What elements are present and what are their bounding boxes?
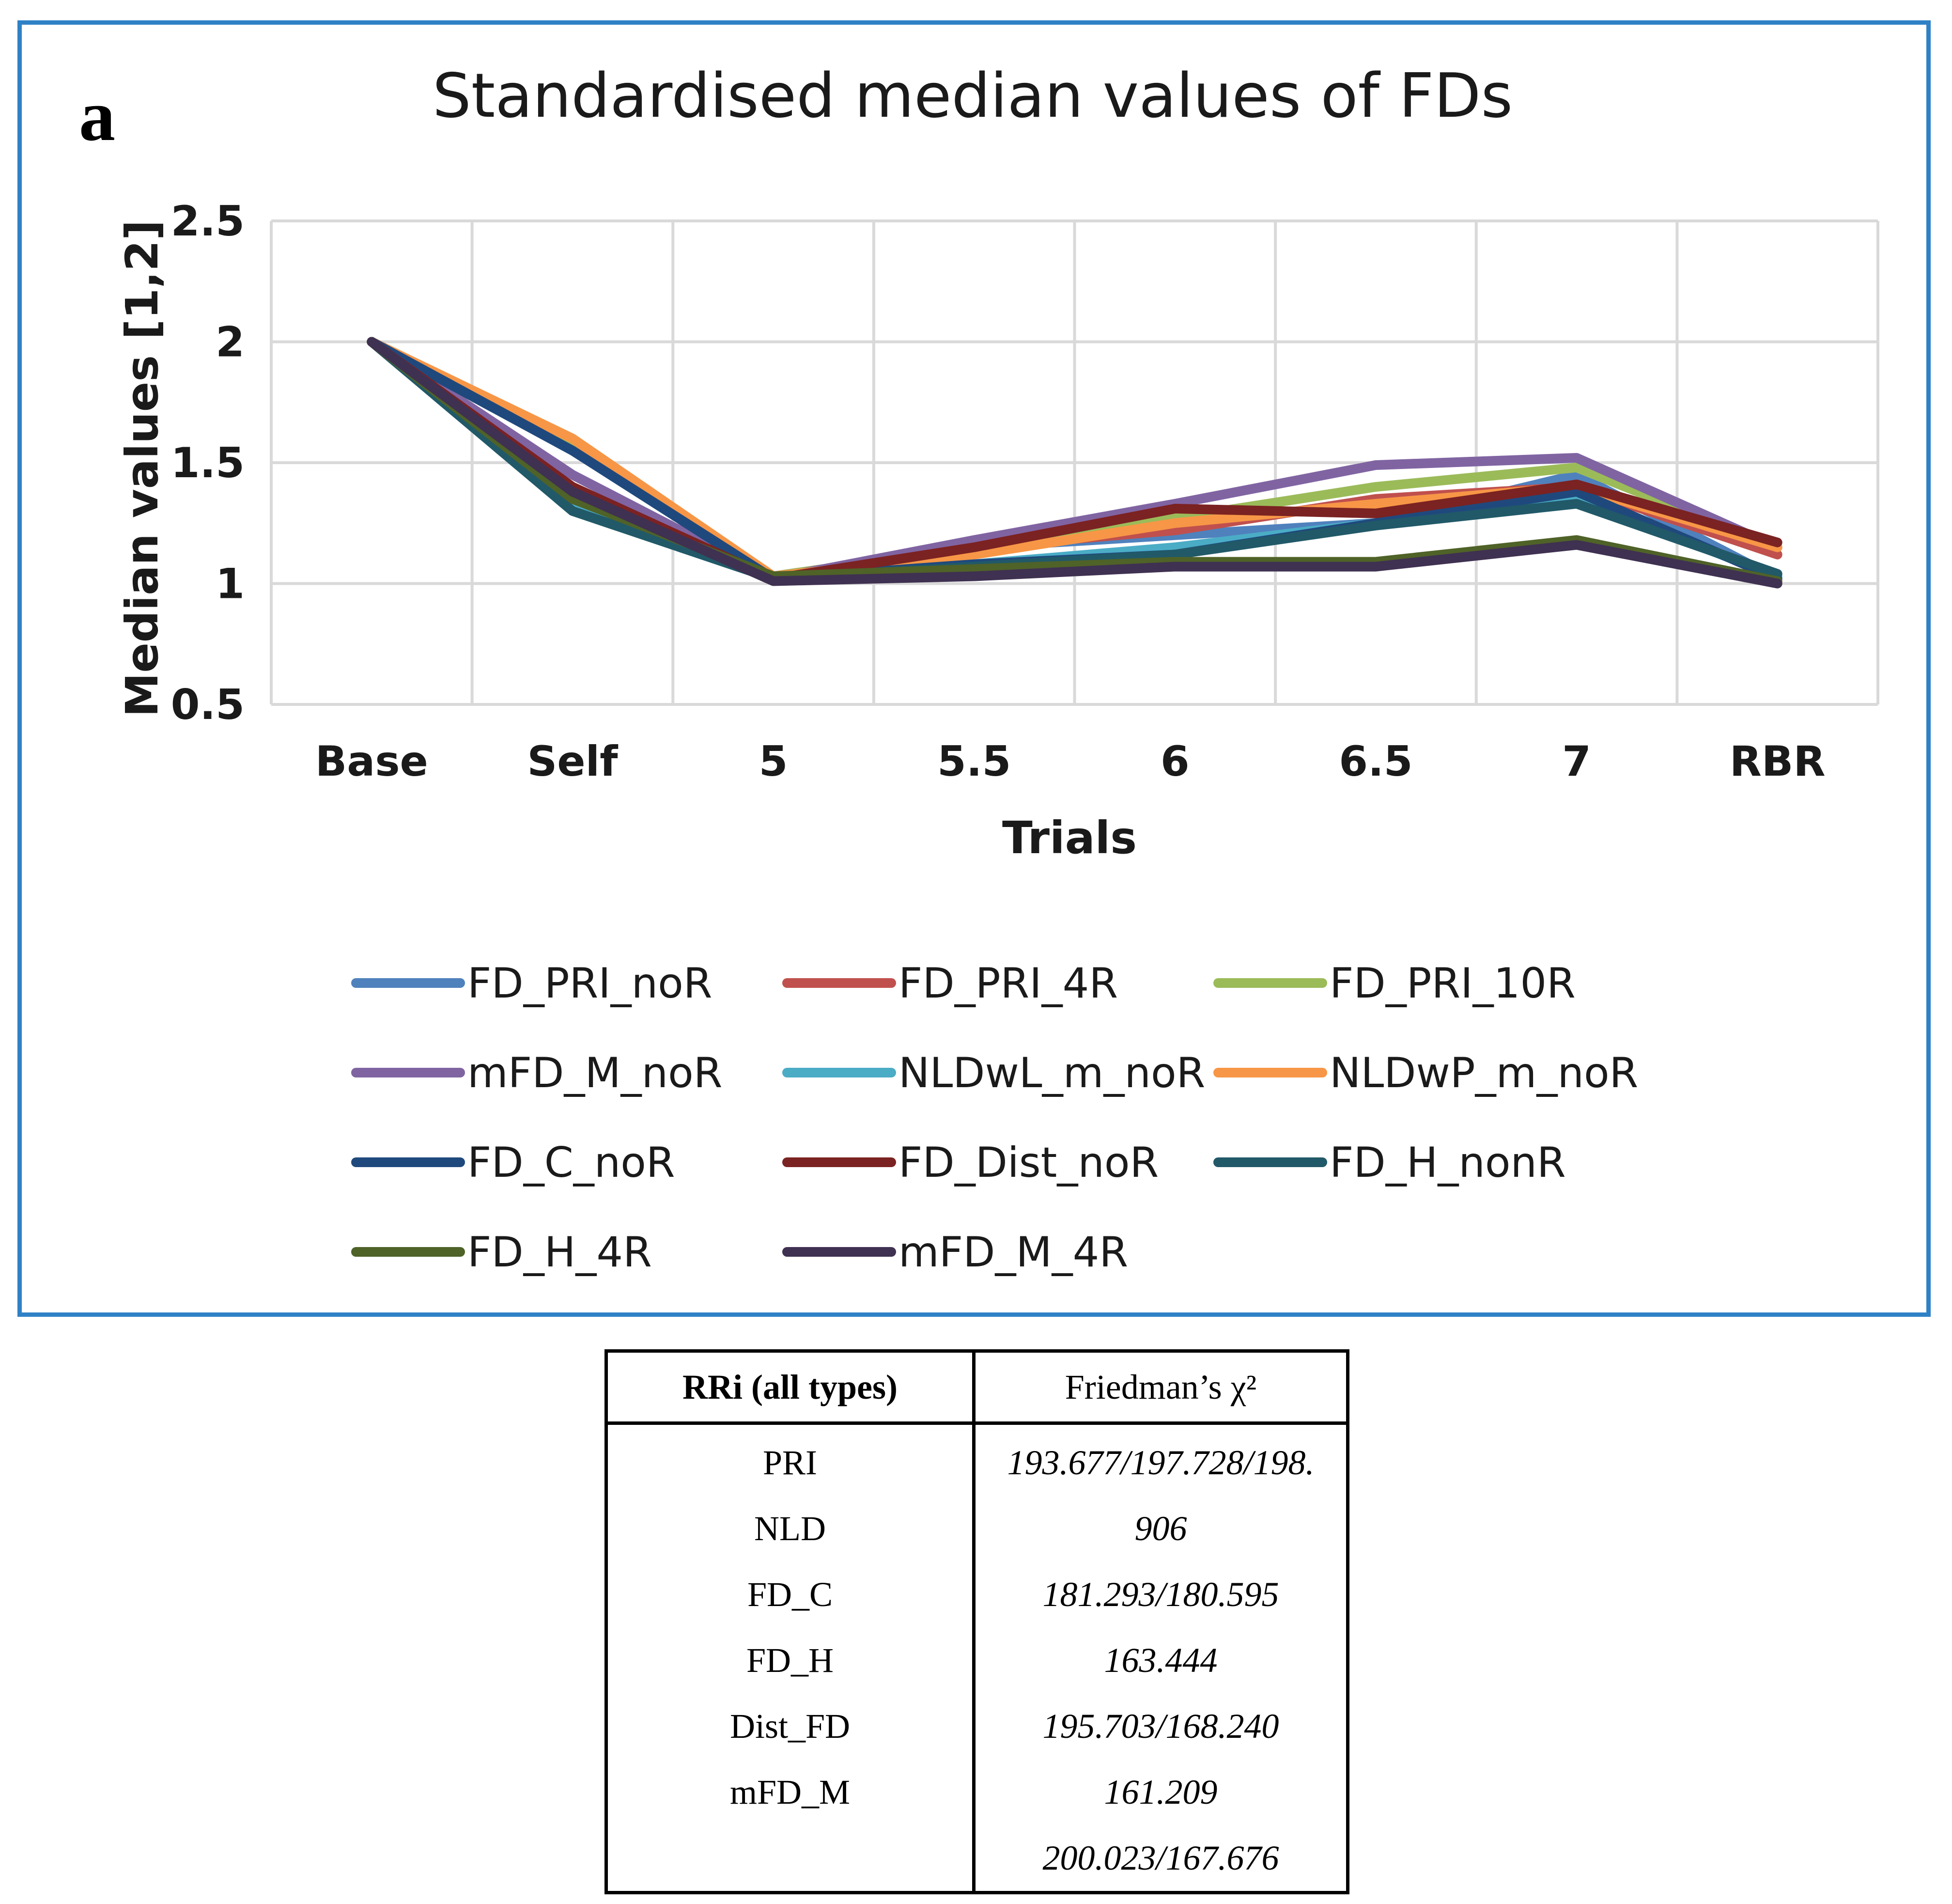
chart-title: Standardised median values of FDs — [433, 60, 1513, 131]
legend-item: mFD_M_noR — [351, 1049, 723, 1097]
table-row: Dist_FD 195.703/168.240 — [606, 1693, 1348, 1759]
figure-frame: a Standardised median values of FDs 0.5 1… — [17, 20, 1931, 1317]
x-tick-label: 5 — [759, 737, 788, 786]
legend-label: FD_PRI_noR — [467, 959, 713, 1008]
x-tick-label: Self — [527, 737, 619, 786]
legend-item: FD_PRI_noR — [351, 959, 713, 1008]
line-chart: a Standardised median values of FDs 0.5 1… — [79, 60, 1879, 1277]
legend-label: FD_PRI_10R — [1330, 959, 1576, 1008]
row-label: PRI — [606, 1423, 976, 1496]
legend-item: FD_Dist_noR — [782, 1139, 1159, 1187]
row-label — [606, 1825, 976, 1893]
friedman-table: RRi (all types) Friedman’s χ² PRI 193.67… — [604, 1349, 1349, 1894]
y-tick-label: 0.5 — [171, 681, 245, 729]
table-row: FD_H 163.444 — [606, 1627, 1348, 1693]
legend-label: FD_PRI_4R — [899, 959, 1118, 1008]
x-tick-label: Base — [315, 737, 428, 786]
row-label: mFD_M — [606, 1759, 976, 1825]
header-friedman: Friedman’s χ² — [974, 1351, 1348, 1425]
x-tick-label: 5.5 — [937, 737, 1011, 786]
panel-letter: a — [79, 76, 115, 156]
y-tick-label: 2 — [216, 318, 245, 367]
series-line-mFD_M_4R — [367, 337, 1782, 589]
legend-item: FD_PRI_10R — [1213, 959, 1576, 1008]
legend-item: FD_C_noR — [351, 1139, 675, 1187]
y-tick-label: 1 — [216, 560, 245, 609]
legend-item: FD_PRI_4R — [782, 959, 1118, 1008]
table-row: PRI 193.677/197.728/198. — [606, 1423, 1348, 1496]
legend-item: mFD_M_4R — [782, 1228, 1128, 1277]
y-tick-label: 1.5 — [171, 439, 245, 487]
x-tick-label: 7 — [1562, 737, 1591, 786]
table-row: mFD_M 161.209 — [606, 1759, 1348, 1825]
row-label: Dist_FD — [606, 1693, 976, 1759]
row-label: FD_H — [606, 1627, 976, 1693]
legend: FD_PRI_noR FD_PRI_4R FD_PRI_10R mFD_M_noR NL… — [351, 959, 1638, 1277]
y-axis-ticks: 0.5 1 1.5 2 2.5 — [171, 197, 245, 729]
legend-label: mFD_M_4R — [899, 1228, 1128, 1277]
row-value: 181.293/180.595 — [1042, 1575, 1279, 1614]
table-row: NLD 906 — [606, 1496, 1348, 1561]
row-value: 906 — [1134, 1509, 1187, 1548]
x-tick-label: 6 — [1161, 737, 1190, 786]
row-value: 200.023/167.676 — [1042, 1838, 1279, 1877]
legend-item: NLDwP_m_noR — [1213, 1049, 1638, 1097]
legend-label: FD_H_4R — [467, 1228, 652, 1277]
legend-item: FD_H_nonR — [1213, 1139, 1566, 1187]
table-row: FD_C 181.293/180.595 — [606, 1561, 1348, 1627]
header-rri: RRi (all types) — [606, 1351, 976, 1425]
legend-label: FD_H_nonR — [1330, 1139, 1566, 1187]
y-axis-label: Median values [1,2] — [116, 220, 168, 717]
series-line-mFD_M_noR — [367, 337, 1782, 584]
row-value: 193.677/197.728/198. — [1007, 1443, 1315, 1482]
row-label: FD_C — [606, 1561, 976, 1627]
table-row: 200.023/167.676 — [606, 1825, 1348, 1893]
legend-label: mFD_M_noR — [467, 1049, 723, 1097]
x-tick-label: 6.5 — [1339, 737, 1412, 786]
table-header-row: RRi (all types) Friedman’s χ² — [606, 1351, 1348, 1425]
legend-label: NLDwP_m_noR — [1330, 1049, 1638, 1097]
row-value: 195.703/168.240 — [1042, 1706, 1279, 1746]
x-axis-ticks: Base Self 5 5.5 6 6.5 7 RBR — [315, 737, 1826, 786]
legend-item: FD_H_4R — [351, 1228, 652, 1277]
y-tick-label: 2.5 — [171, 197, 245, 246]
legend-label: FD_C_noR — [467, 1139, 675, 1187]
x-axis-label: Trials — [1002, 812, 1137, 864]
row-value: 163.444 — [1104, 1640, 1218, 1680]
legend-label: FD_Dist_noR — [899, 1139, 1159, 1187]
legend-item: NLDwL_m_noR — [782, 1049, 1205, 1097]
x-tick-label: RBR — [1730, 737, 1826, 786]
row-label: NLD — [606, 1496, 976, 1561]
row-value: 161.209 — [1104, 1772, 1218, 1811]
series-lines — [367, 337, 1782, 589]
legend-label: NLDwL_m_noR — [899, 1049, 1205, 1097]
